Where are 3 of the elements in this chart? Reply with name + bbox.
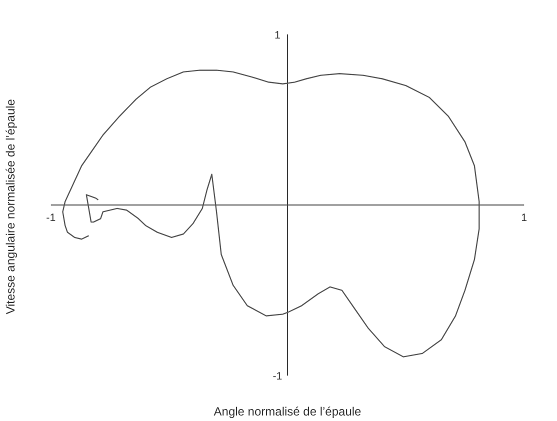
line-series	[62, 70, 480, 358]
y-axis-title: Vitesse angulaire normalisée de l’épaule	[4, 98, 18, 314]
x-axis-title: Angle normalisé de l’épaule	[214, 404, 362, 418]
